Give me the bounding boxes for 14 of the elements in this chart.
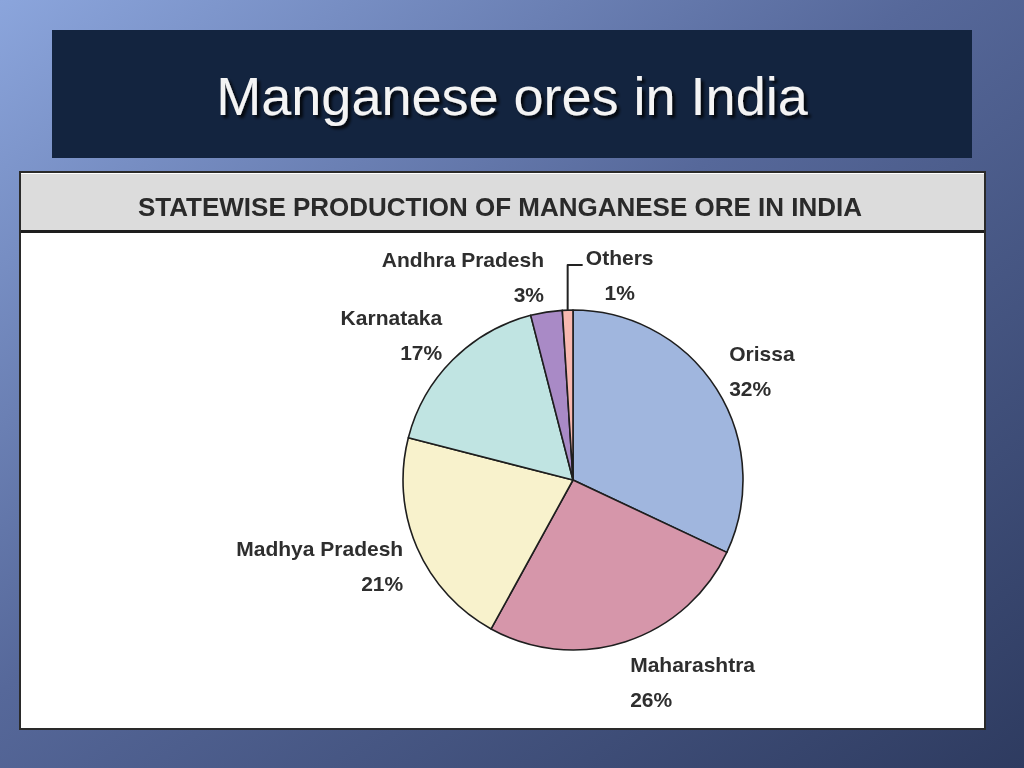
slice-label: Karnataka [340,306,443,330]
data-label: 3% [513,282,545,306]
data-label: 32% [729,377,772,401]
data-label: 1% [604,281,636,305]
data-label: 26% [630,687,673,711]
chart-subtitle: STATEWISE PRODUCTION OF MANGANESE ORE IN INDIA [137,192,863,222]
slice-label: Madhya Pradesh [236,537,404,560]
slice-label: Andhra Pradesh [381,247,545,271]
chart-title: Manganese ores in India [216,66,809,126]
data-label: 21% [361,572,404,595]
slice-label: Maharashtra [630,652,756,676]
slice-label: Others [585,246,654,270]
data-label: 17% [400,341,443,365]
slice-label: Orissa [729,342,795,366]
